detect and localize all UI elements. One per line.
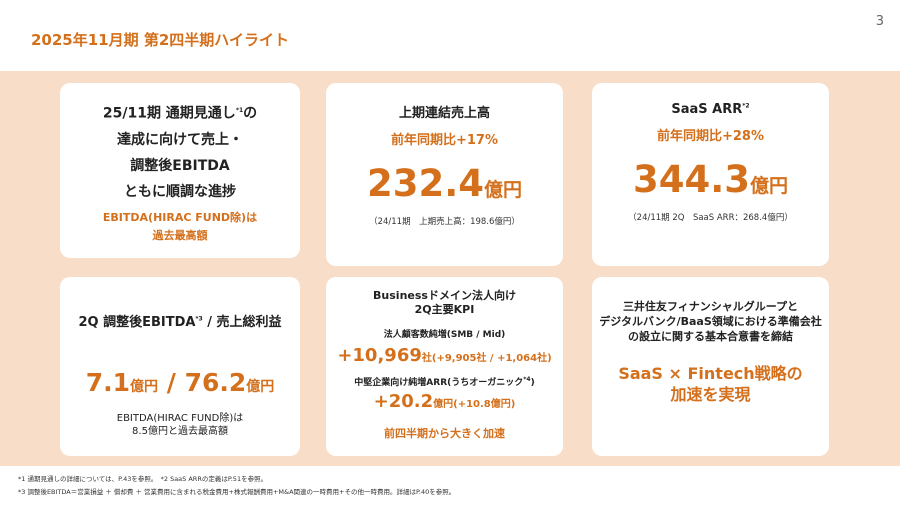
footnote-ref-3: *3 [195, 315, 203, 323]
card4-note: EBITDA(HIRAC FUND除)は 8.5億円と過去最高額 [60, 412, 300, 438]
card1-line3: 調整後EBITDA [130, 157, 230, 174]
card5-value2-line: +20.2億円(+10.8億円) [326, 391, 563, 416]
card5-title: Businessドメイン法人向け 2Q主要KPI [326, 277, 563, 317]
card1-sub2: 過去最高額 [152, 228, 208, 242]
card-forecast-progress: 25/11期 通期見通し*1の 達成に向けて売上・ 調整後EBITDA ともに順… [60, 83, 300, 258]
card5-label2-post: ) [530, 378, 535, 388]
card4-title: 2Q 調整後EBITDA [78, 315, 196, 330]
card1-line1: 25/11期 通期見通し [102, 105, 236, 122]
card6-big2: 加速を実現 [670, 385, 751, 404]
card1-line1-post: の [243, 105, 258, 122]
card6-big1: SaaS × Fintech戦略の [618, 364, 803, 383]
card2-note: （24/11期 上期売上高：198.6億円） [369, 217, 520, 227]
card-business-kpi: Businessドメイン法人向け 2Q主要KPI 法人顧客数純増(SMB / M… [326, 277, 563, 456]
card5-title2: 2Q主要KPI [414, 303, 475, 316]
footnote-line1: *1 通期見通しの詳細については、P.43を参照。 *2 SaaS ARRの定義… [18, 475, 268, 483]
card2-yoy: 前年同期比+17% [390, 133, 498, 148]
card4-unit2: 億円 [246, 379, 275, 395]
card5-value1-line: +10,969社(+9,905社 / +1,064社) [326, 345, 563, 370]
card4-title-post: / 売上総利益 [202, 315, 282, 330]
card2-unit: 億円 [484, 179, 523, 201]
card3-note: （24/11期 2Q SaaS ARR：268.4億円） [628, 213, 793, 223]
card5-value1: +10,969 [337, 345, 422, 366]
page-number: 3 [875, 14, 884, 29]
card1-line2: 達成に向けて売上・ [117, 131, 243, 148]
card-ebitda-gross-profit: 2Q 調整後EBITDA*3 / 売上総利益 7.1億円 / 76.2億円 EB… [60, 277, 300, 456]
card4-value-line: 7.1億円 / 76.2億円 [60, 368, 300, 402]
card3-title-line: SaaS ARR*2 [592, 83, 829, 117]
card4-unit1: 億円 [130, 379, 159, 395]
card2-value: 232.4 [366, 162, 485, 205]
card1-sub: EBITDA(HIRAC FUND除)は 過去最高額 [60, 209, 300, 245]
card6-line1: 三井住友フィナンシャルグループと [622, 300, 799, 313]
card6-line3: の設立に関する基本合意書を締結 [628, 330, 793, 343]
card-consolidated-revenue: 上期連結売上高 前年同期比+17% 232.4億円 （24/11期 上期売上高：… [326, 83, 563, 266]
card5-suffix1: 社(+9,905社 / +1,064社) [421, 353, 552, 364]
footnotes: *1 通期見通しの詳細については、P.43を参照。 *2 SaaS ARRの定義… [18, 473, 455, 499]
card5-title1: Businessドメイン法人向け [373, 289, 516, 302]
card6-highlight: SaaS × Fintech戦略の 加速を実現 [592, 363, 829, 405]
card5-label2: 中堅企業向け純増ARR(うちオーガニック [354, 378, 524, 388]
card5-footer: 前四半期から大きく加速 [384, 427, 505, 440]
card3-unit: 億円 [750, 175, 789, 197]
card1-line4: ともに順調な進捗 [124, 183, 236, 200]
card4-note2: 8.5億円と過去最高額 [132, 426, 228, 437]
footnote-ref-2: *2 [742, 102, 750, 110]
card-smfg-agreement: 三井住友フィナンシャルグループと デジタルバンク/BaaS領域における準備会社 … [592, 277, 829, 456]
card4-value2: 76.2 [184, 368, 247, 397]
footnote-ref-4: *4 [523, 376, 531, 383]
card2-title: 上期連結売上高 [398, 106, 490, 121]
card5-suffix2: 億円(+10.8億円) [433, 399, 516, 410]
card6-line2: デジタルバンク/BaaS領域における準備会社 [599, 315, 822, 328]
card-saas-arr: SaaS ARR*2 前年同期比+28% 344.3億円 （24/11期 2Q … [592, 83, 829, 266]
card4-note1: EBITDA(HIRAC FUND除)は [116, 413, 244, 424]
card1-sub1: EBITDA(HIRAC FUND除)は [102, 210, 258, 224]
card3-title: SaaS ARR [671, 102, 743, 117]
card5-value2: +20.2 [373, 391, 434, 412]
card4-sep: / [158, 368, 185, 397]
card3-yoy: 前年同期比+28% [656, 129, 764, 144]
card5-label2-line: 中堅企業向け純増ARR(うちオーガニック*4) [326, 375, 563, 388]
footnote-ref-1: *1 [235, 107, 244, 114]
card4-title-line: 2Q 調整後EBITDA*3 / 売上総利益 [60, 277, 300, 330]
footnote-line2: *3 調整後EBITDA＝営業損益 ＋ 償却費 ＋ 営業費用に含まれる税金費用+… [18, 488, 456, 496]
card5-label1: 法人顧客数純増(SMB / Mid) [383, 330, 506, 340]
card4-value1: 7.1 [85, 368, 131, 397]
card3-value-line: 344.3億円 [592, 158, 829, 209]
card3-value: 344.3 [632, 158, 751, 201]
card6-text: 三井住友フィナンシャルグループと デジタルバンク/BaaS領域における準備会社 … [592, 277, 829, 344]
slide-title: 2025年11月期 第2四半期ハイライト [31, 31, 289, 49]
card2-value-line: 232.4億円 [326, 162, 563, 213]
card1-headline: 25/11期 通期見通し*1の 達成に向けて売上・ 調整後EBITDA ともに順… [60, 83, 300, 205]
